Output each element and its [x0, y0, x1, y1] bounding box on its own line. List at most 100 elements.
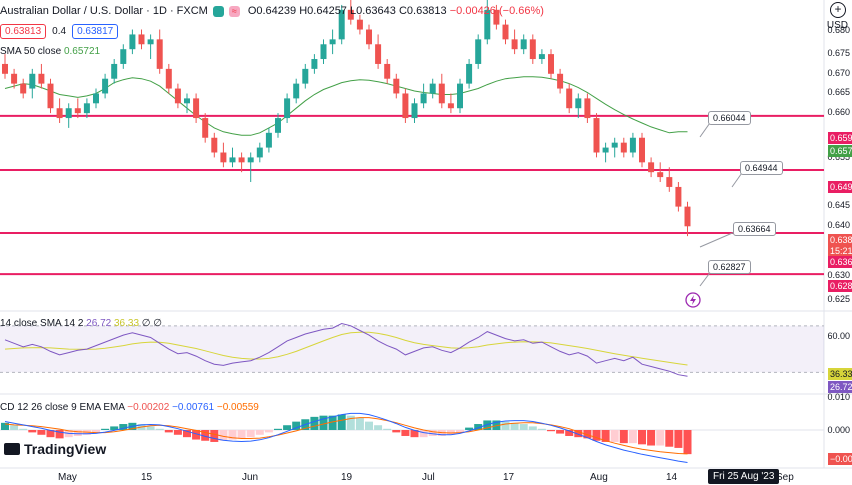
macd-histogram-bar: [119, 424, 128, 430]
rsi-legend[interactable]: 14 close SMA 14 2 26.72 36.33 ∅ ∅: [0, 318, 162, 329]
candle-body: [602, 147, 609, 153]
macd-tick: 0.010: [827, 392, 850, 402]
candle-body: [411, 103, 418, 119]
close-value: C0.63813: [398, 5, 447, 17]
macd-histogram-bar: [474, 424, 483, 430]
macd-line: [4, 412, 688, 463]
macd-tick: 0.000: [827, 425, 850, 435]
candle-body: [2, 63, 8, 74]
candle-body: [238, 157, 245, 163]
candle-body: [138, 34, 145, 45]
macd-histogram-bar: [619, 430, 628, 444]
tradingview-logo[interactable]: TradingView: [4, 441, 106, 457]
candle-body: [120, 49, 127, 64]
macd-histogram-bar: [365, 421, 373, 430]
rsi-tag: 26.72: [828, 381, 852, 393]
chart-header: Australian Dollar / U.S. Dollar · 1D · F…: [0, 3, 544, 19]
macd-histogram-bar: [237, 430, 246, 439]
candle-body: [174, 88, 181, 104]
rsi-extra: ∅ ∅: [141, 318, 162, 329]
macd-histogram-bar: [110, 426, 119, 430]
candle-body: [666, 177, 673, 187]
candle-body: [384, 63, 391, 79]
candle-body: [502, 24, 509, 40]
x-tick: 19: [341, 472, 353, 483]
macd-histogram-bar: [292, 421, 301, 430]
tilde-icon[interactable]: ≈: [228, 5, 240, 17]
candle-body: [47, 83, 54, 109]
price-tick: 0.645: [827, 200, 850, 210]
macd-histogram-bar: [565, 430, 574, 436]
candle-body: [347, 9, 354, 20]
macd-histogram-bar: [410, 430, 419, 438]
candle-body: [493, 9, 500, 25]
price-tag-sma: 0.657: [828, 145, 852, 157]
add-symbol-icon[interactable]: +: [830, 2, 846, 18]
macd-histogram-bar: [656, 430, 665, 446]
ohlc-readout: O0.64239 H0.64257 L0.63643 C0.63813 −0.0…: [248, 5, 544, 17]
candle-body: [639, 137, 645, 163]
candle-body: [220, 152, 227, 163]
macd-histogram-bar: [228, 430, 237, 440]
candle-body: [548, 54, 554, 74]
low-value: L0.63643: [350, 5, 396, 17]
price-tag-level: 0.636: [828, 256, 852, 268]
price-tag-level: 0.659: [828, 132, 852, 144]
sma-legend[interactable]: SMA 50 close 0.65721: [0, 46, 100, 57]
level-callout-2: 0.64944: [740, 161, 783, 175]
macd-histogram-bar: [192, 430, 201, 440]
candle-body: [129, 34, 136, 50]
macd-histogram-bar: [246, 430, 255, 438]
candle-body: [211, 137, 218, 153]
price-tick: 0.640: [827, 220, 850, 230]
macd-histogram-bar: [647, 430, 656, 446]
x-tick: Jul: [422, 472, 435, 483]
macd-histogram-bar: [610, 430, 619, 442]
candle-body: [393, 78, 400, 94]
level-callout-4: 0.62827: [708, 260, 751, 274]
macd-histogram-bar: [456, 430, 464, 433]
tradingview-logo-icon: [4, 443, 20, 455]
macd-histogram-bar: [55, 430, 64, 439]
candle-body: [511, 39, 518, 50]
macd-histogram-bar: [274, 428, 282, 430]
macd-histogram-bar: [155, 428, 164, 430]
candle-body: [557, 73, 564, 89]
candle-body: [147, 39, 154, 45]
macd-histogram-bar: [628, 430, 637, 444]
candle-body: [611, 142, 618, 148]
macd-signal-value: −0.00559: [216, 402, 259, 413]
candle-body: [247, 157, 254, 163]
symbol-title[interactable]: Australian Dollar / U.S. Dollar · 1D · F…: [0, 5, 208, 17]
price-tick: 0.675: [827, 48, 850, 58]
x-tick: 17: [503, 472, 515, 483]
candle-body: [38, 73, 45, 84]
candle-body: [65, 108, 72, 119]
x-tick: May: [58, 472, 77, 483]
candle-body: [475, 39, 482, 64]
candle-body: [302, 68, 309, 84]
macd-legend[interactable]: CD 12 26 close 9 EMA EMA −0.00202 −0.007…: [0, 402, 259, 413]
sell-button[interactable]: 0.63813: [0, 24, 47, 39]
macd-histogram-bar: [510, 422, 519, 430]
macd-histogram-bar: [665, 430, 674, 447]
macd-histogram-bar: [319, 415, 328, 430]
buy-button[interactable]: 0.63817: [72, 24, 119, 39]
macd-histogram-bar: [547, 430, 555, 432]
rsi-sma-tag: 36.33: [828, 368, 852, 380]
macd-signal-line: [4, 417, 688, 455]
candle-body: [484, 9, 491, 40]
candle-body: [156, 39, 163, 69]
macd-histogram-bar: [383, 428, 392, 430]
candle-body: [529, 39, 536, 60]
currency-label[interactable]: USD: [826, 20, 848, 31]
candle-body: [265, 132, 272, 148]
macd-line-value: −0.00761: [172, 402, 215, 413]
trade-bar: 0.63813 0.4 0.63817: [0, 24, 124, 39]
candle-body: [429, 83, 436, 94]
macd-tag: −0.00: [828, 453, 852, 465]
candle-body: [620, 142, 627, 153]
macd-histogram-bar: [446, 430, 455, 435]
candle-body: [93, 93, 99, 104]
